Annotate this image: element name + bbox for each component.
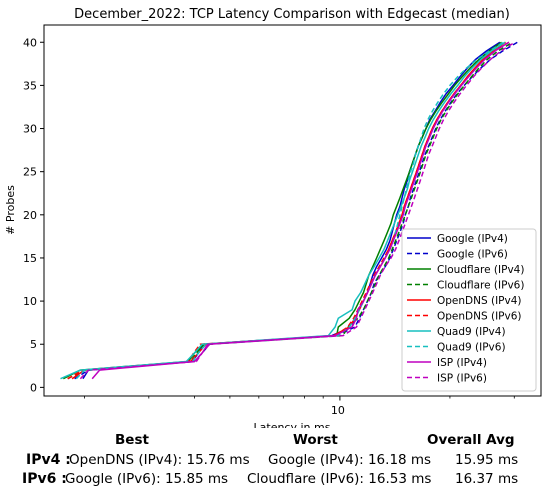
series-line-8 xyxy=(91,41,510,380)
legend-label-2: Cloudflare (IPv4) xyxy=(437,264,524,276)
ipv4-row-label: IPv4 : xyxy=(26,452,71,468)
x-axis-label: Latency in ms xyxy=(254,421,331,428)
series-line-2 xyxy=(62,41,503,380)
series-line-7 xyxy=(75,41,504,380)
y-tick-label: 30 xyxy=(23,123,37,136)
chart-title: December_2022: TCP Latency Comparison wi… xyxy=(74,7,510,22)
worst-header: Worst xyxy=(293,432,338,448)
y-tick-label: 10 xyxy=(23,295,37,308)
series-line-6 xyxy=(60,41,506,380)
legend-label-6: Quad9 (IPv4) xyxy=(437,326,506,338)
x-tick-label: 10 xyxy=(331,404,345,417)
y-tick-label: 25 xyxy=(23,166,37,179)
series-line-9 xyxy=(79,41,516,380)
legend-label-3: Cloudflare (IPv6) xyxy=(437,280,524,292)
ipv4-avg: 15.95 ms xyxy=(455,452,519,468)
legend-label-5: OpenDNS (IPv6) xyxy=(437,311,522,323)
legend-label-7: Quad9 (IPv6) xyxy=(437,342,506,354)
legend-label-4: OpenDNS (IPv4) xyxy=(437,295,522,307)
y-tick-label: 15 xyxy=(23,252,37,265)
ipv6-best: Google (IPv6): 15.85 ms xyxy=(65,471,229,487)
ipv6-worst: Cloudflare (IPv6): 16.53 ms xyxy=(247,471,432,487)
legend: Google (IPv4) Google (IPv6) Cloudflare (IP… xyxy=(401,228,537,392)
y-tick-label: 0 xyxy=(30,381,37,394)
legend-label-1: Google (IPv6) xyxy=(437,249,508,261)
ipv4-worst: Google (IPv4): 16.18 ms xyxy=(268,452,432,468)
ipv6-avg: 16.37 ms xyxy=(455,471,519,487)
plot-frame xyxy=(43,24,542,397)
y-tick-label: 20 xyxy=(23,209,37,222)
series-line-3 xyxy=(67,41,514,380)
axis-layer: 0 5 10 15 20 25 30 35 40 10 xyxy=(23,36,515,417)
ipv4-best: OpenDNS (IPv4): 15.76 ms xyxy=(69,452,250,468)
series-layer xyxy=(60,41,518,380)
y-axis-label: # Probes xyxy=(4,185,17,235)
y-tick-label: 40 xyxy=(23,36,37,49)
legend-label-9: ISP (IPv6) xyxy=(437,373,487,385)
overall-avg-header: Overall Avg xyxy=(427,432,515,448)
best-header: Best xyxy=(115,432,149,448)
y-tick-label: 35 xyxy=(23,79,37,92)
latency-chart: December_2022: TCP Latency Comparison wi… xyxy=(4,7,542,428)
legend-box xyxy=(401,228,537,392)
y-tick-label: 5 xyxy=(30,338,37,351)
legend-label-0: Google (IPv4) xyxy=(437,233,508,245)
summary-table: Best Worst Overall Avg IPv4 : OpenDNS (I… xyxy=(0,428,548,496)
ipv6-row-label: IPv6 : xyxy=(22,471,67,487)
legend-label-8: ISP (IPv4) xyxy=(437,357,487,369)
series-line-1 xyxy=(74,41,518,380)
